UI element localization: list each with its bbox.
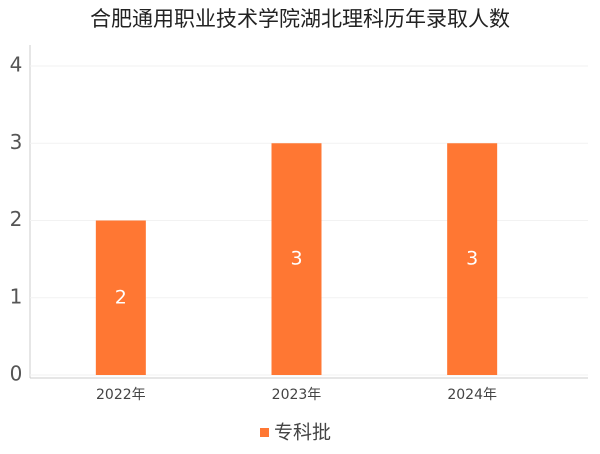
data-label: 3	[466, 248, 478, 270]
bar	[271, 143, 322, 375]
bar	[447, 143, 498, 375]
x-tick-label: 2023年	[272, 387, 322, 403]
y-tick-label: 1	[10, 284, 23, 308]
legend-label: 专科批	[274, 422, 331, 444]
bar	[95, 220, 146, 375]
y-tick-label: 0	[10, 362, 23, 386]
data-label: 2	[115, 286, 127, 308]
legend-swatch	[260, 428, 269, 437]
data-label: 3	[290, 248, 302, 270]
chart-title: 合肥通用职业技术学院湖北理科历年录取人数	[90, 7, 510, 31]
y-tick-label: 4	[10, 53, 23, 77]
x-tick-label: 2024年	[447, 387, 497, 403]
x-tick-label: 2022年	[96, 387, 146, 403]
y-tick-label: 3	[10, 130, 23, 154]
y-tick-label: 2	[10, 207, 23, 231]
